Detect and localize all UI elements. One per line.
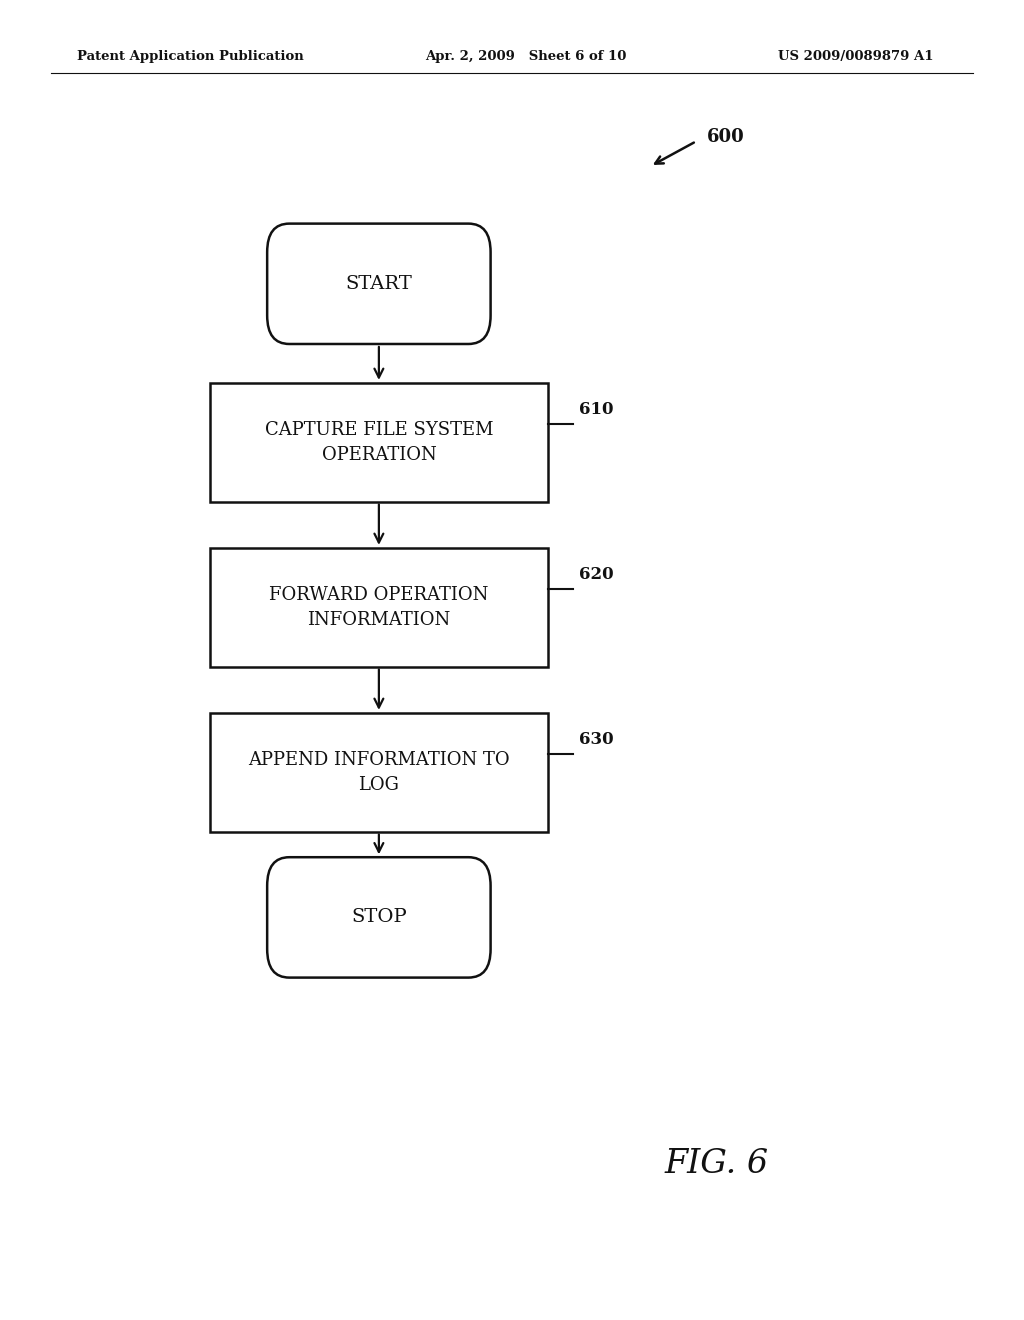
FancyBboxPatch shape: [267, 223, 490, 345]
Text: 630: 630: [579, 731, 613, 747]
Text: US 2009/0089879 A1: US 2009/0089879 A1: [778, 50, 934, 63]
Text: APPEND INFORMATION TO
LOG: APPEND INFORMATION TO LOG: [248, 751, 510, 793]
Text: CAPTURE FILE SYSTEM
OPERATION: CAPTURE FILE SYSTEM OPERATION: [264, 421, 494, 463]
FancyBboxPatch shape: [267, 857, 490, 978]
Text: START: START: [345, 275, 413, 293]
Text: 600: 600: [707, 128, 744, 147]
Text: FIG. 6: FIG. 6: [665, 1148, 769, 1180]
Text: 610: 610: [579, 401, 613, 417]
Text: Patent Application Publication: Patent Application Publication: [77, 50, 303, 63]
Bar: [210, 713, 548, 832]
Bar: [210, 548, 548, 667]
Text: STOP: STOP: [351, 908, 407, 927]
Text: 620: 620: [579, 566, 613, 583]
Bar: [210, 383, 548, 502]
Text: Apr. 2, 2009   Sheet 6 of 10: Apr. 2, 2009 Sheet 6 of 10: [425, 50, 627, 63]
Text: FORWARD OPERATION
INFORMATION: FORWARD OPERATION INFORMATION: [269, 586, 488, 628]
